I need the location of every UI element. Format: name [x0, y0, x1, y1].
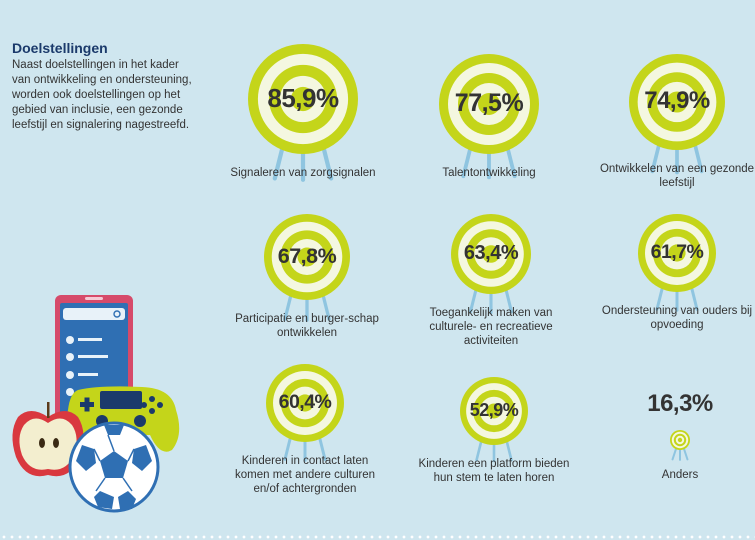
goal-toegankelijk: 63,4% Toegankelijk maken van culturele- …: [416, 212, 566, 372]
goal-label: Kinderen een platform bieden hun stem te…: [418, 458, 570, 484]
target-icon: [439, 54, 539, 180]
goal-percent: 16,3%: [647, 390, 713, 417]
target-icon: [264, 214, 350, 322]
football-icon: [68, 421, 160, 513]
target-icon: [460, 377, 528, 463]
goal-label: Ondersteuning van ouders bij opvoeding: [601, 305, 753, 331]
decorative-border: [0, 534, 755, 540]
goal-label: Signaleren van zorgsignalen: [230, 167, 376, 179]
goal-label: Ontwikkelen van een gezonde leefstijl: [599, 163, 755, 189]
intro-text: Naast doelstellingen in het kader van on…: [12, 59, 192, 131]
apple-icon: [12, 402, 84, 477]
target-icon: [451, 214, 531, 315]
goal-percent: 63,4%: [463, 241, 519, 264]
goal-signaleren: 85,9% Signaleren van zorgsignalen: [228, 42, 378, 202]
goal-label: Anders: [661, 469, 699, 481]
target-icon: [266, 364, 344, 462]
goal-ouders: 61,7% Ondersteuning van ouders bij opvoe…: [602, 212, 752, 372]
goal-culturen: 60,4% Kinderen in contact laten komen me…: [230, 362, 380, 522]
goal-anders: 16,3% Anders: [605, 380, 755, 540]
target-icon: [629, 54, 725, 175]
goal-participatie: 67,8% Participatie en burger-schap ontwi…: [232, 212, 382, 372]
intro-block: Doelstellingen Naast doelstellingen in h…: [12, 40, 192, 133]
goal-percent: 74,9%: [644, 87, 710, 115]
goal-percent: 67,8%: [277, 243, 337, 268]
illustration: [12, 295, 180, 513]
target-icon: [638, 214, 716, 312]
goal-percent: 61,7%: [650, 240, 704, 263]
goal-label: Kinderen in contact laten komen met ande…: [235, 455, 375, 495]
goal-percent: 60,4%: [278, 390, 332, 413]
goal-percent: 85,9%: [267, 82, 339, 113]
goal-percent: 52,9%: [469, 399, 519, 420]
goal-percent: 77,5%: [454, 88, 524, 117]
goal-platform: 52,9% Kinderen een platform bieden hun s…: [419, 375, 569, 535]
goal-label: Toegankelijk maken van culturele- en rec…: [429, 307, 553, 347]
intro-title: Doelstellingen: [12, 40, 108, 56]
target-icon: [670, 430, 690, 461]
goal-leefstijl: 74,9% Ontwikkelen van een gezonde leefst…: [600, 52, 754, 212]
target-icon: [248, 44, 358, 182]
goal-label: Participatie en burger-schap ontwikkelen: [235, 313, 379, 339]
goal-label: Talentontwikkeling: [442, 167, 536, 179]
goal-talent: 77,5% Talentontwikkeling: [414, 52, 564, 212]
